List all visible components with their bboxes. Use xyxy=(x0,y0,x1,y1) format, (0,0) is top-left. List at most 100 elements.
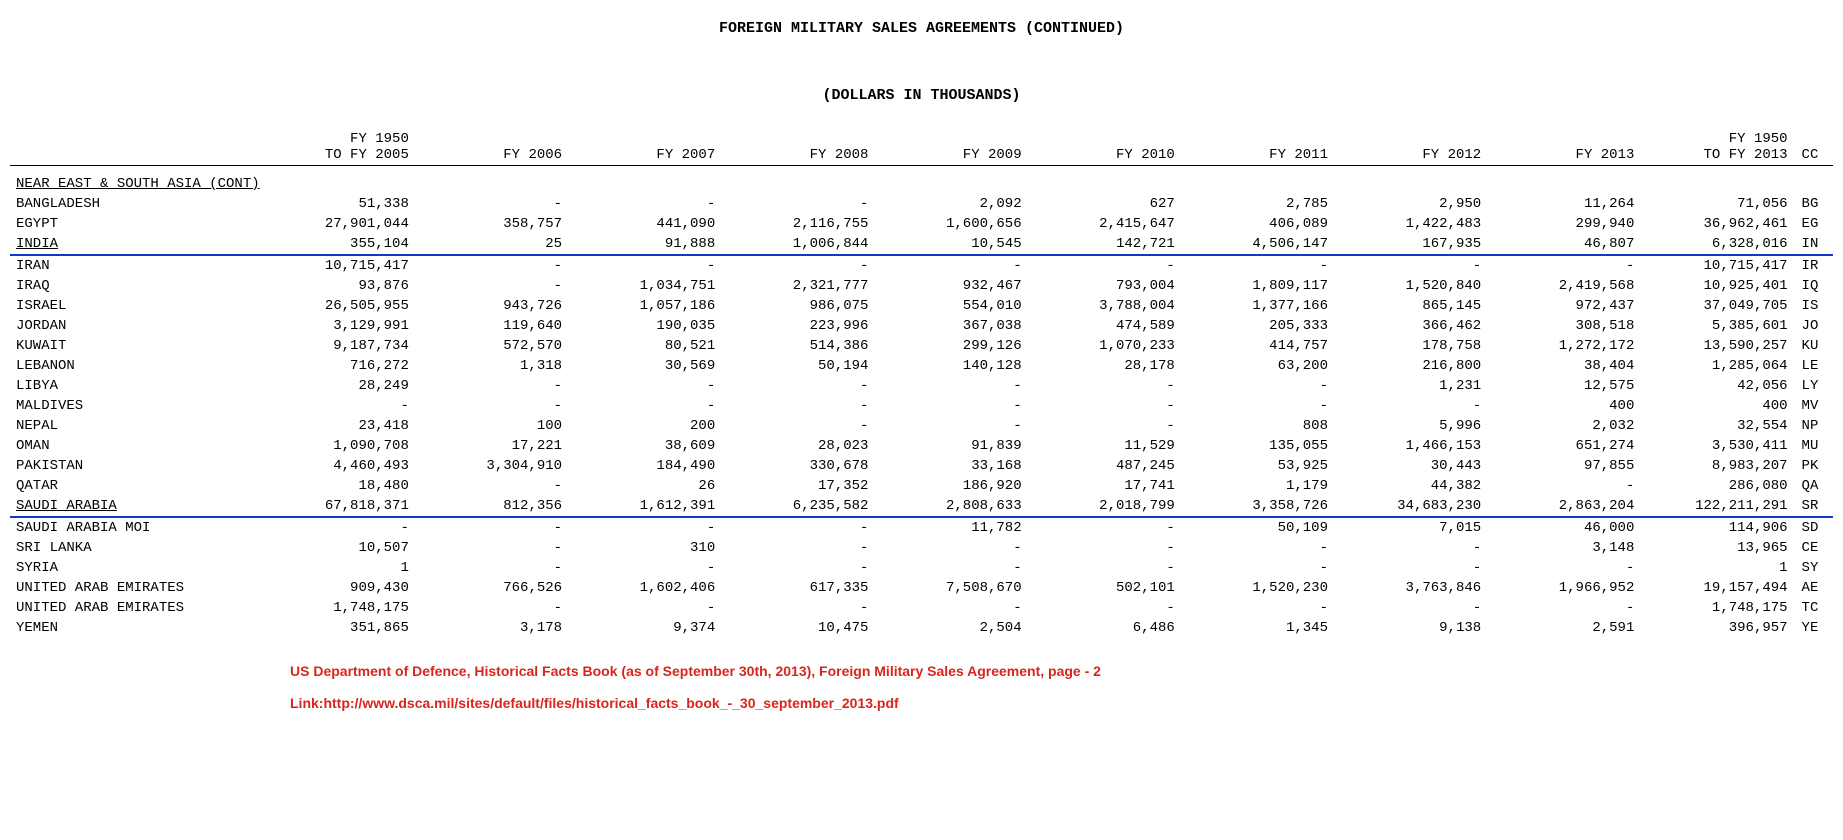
cc-cell: SD xyxy=(1794,517,1833,538)
value-cell: 13,590,257 xyxy=(1640,336,1793,356)
value-cell: 184,490 xyxy=(568,456,721,476)
value-cell: - xyxy=(1028,416,1181,436)
value-cell: 2,415,647 xyxy=(1028,214,1181,234)
value-cell: 53,925 xyxy=(1181,456,1334,476)
value-cell: 514,386 xyxy=(721,336,874,356)
value-cell: - xyxy=(1028,376,1181,396)
value-cell: 80,521 xyxy=(568,336,721,356)
value-cell: - xyxy=(874,396,1027,416)
value-cell: 572,570 xyxy=(415,336,568,356)
value-cell: 51,338 xyxy=(262,194,415,214)
value-cell: 3,358,726 xyxy=(1181,496,1334,517)
country-cell: OMAN xyxy=(10,436,262,456)
value-cell: 4,460,493 xyxy=(262,456,415,476)
value-cell: 114,906 xyxy=(1640,517,1793,538)
value-cell: 3,788,004 xyxy=(1028,296,1181,316)
country-cell: LIBYA xyxy=(10,376,262,396)
value-cell: 178,758 xyxy=(1334,336,1487,356)
cc-cell: EG xyxy=(1794,214,1833,234)
page-title: FOREIGN MILITARY SALES AGREEMENTS (CONTI… xyxy=(10,20,1833,37)
value-cell: 1,377,166 xyxy=(1181,296,1334,316)
value-cell: 396,957 xyxy=(1640,618,1793,638)
value-cell: 13,965 xyxy=(1640,538,1793,558)
value-cell: - xyxy=(1181,376,1334,396)
value-cell: - xyxy=(721,598,874,618)
value-cell: 351,865 xyxy=(262,618,415,638)
country-cell: NEPAL xyxy=(10,416,262,436)
value-cell: 1,809,117 xyxy=(1181,276,1334,296)
value-cell: 1,345 xyxy=(1181,618,1334,638)
value-cell: 308,518 xyxy=(1487,316,1640,336)
col-fy2008: FY 2008 xyxy=(721,129,874,166)
value-cell: 5,996 xyxy=(1334,416,1487,436)
value-cell: 10,715,417 xyxy=(1640,255,1793,276)
value-cell: - xyxy=(415,476,568,496)
value-cell: 6,235,582 xyxy=(721,496,874,517)
value-cell: 1,520,230 xyxy=(1181,578,1334,598)
table-row: BANGLADESH51,338---2,0926272,7852,95011,… xyxy=(10,194,1833,214)
cc-cell: QA xyxy=(1794,476,1833,496)
value-cell: 366,462 xyxy=(1334,316,1487,336)
value-cell: 2,785 xyxy=(1181,194,1334,214)
value-cell: 808 xyxy=(1181,416,1334,436)
value-cell: 1,272,172 xyxy=(1487,336,1640,356)
value-cell: - xyxy=(721,517,874,538)
col-fy2009: FY 2009 xyxy=(874,129,1027,166)
country-cell: IRAN xyxy=(10,255,262,276)
table-row: EGYPT27,901,044358,757441,0902,116,7551,… xyxy=(10,214,1833,234)
value-cell: 367,038 xyxy=(874,316,1027,336)
country-cell: SYRIA xyxy=(10,558,262,578)
value-cell: 71,056 xyxy=(1640,194,1793,214)
value-cell: - xyxy=(1487,558,1640,578)
col-fy1950-2005: FY 1950 TO FY 2005 xyxy=(262,129,415,166)
value-cell: - xyxy=(1334,558,1487,578)
value-cell: - xyxy=(568,396,721,416)
table-row: UNITED ARAB EMIRATES909,430766,5261,602,… xyxy=(10,578,1833,598)
value-cell: 1,612,391 xyxy=(568,496,721,517)
section-heading-row: NEAR EAST & SOUTH ASIA (CONT) xyxy=(10,166,1833,195)
value-cell: - xyxy=(874,598,1027,618)
footer: US Department of Defence, Historical Fac… xyxy=(290,663,1833,711)
value-cell: 943,726 xyxy=(415,296,568,316)
value-cell: 1,748,175 xyxy=(1640,598,1793,618)
country-cell: ISRAEL xyxy=(10,296,262,316)
country-cell: MALDIVES xyxy=(10,396,262,416)
country-cell: EGYPT xyxy=(10,214,262,234)
country-cell: LEBANON xyxy=(10,356,262,376)
country-cell: QATAR xyxy=(10,476,262,496)
value-cell: 17,352 xyxy=(721,476,874,496)
col-cc: CC xyxy=(1794,129,1833,166)
cc-cell: MV xyxy=(1794,396,1833,416)
value-cell: 34,683,230 xyxy=(1334,496,1487,517)
value-cell: 32,554 xyxy=(1640,416,1793,436)
value-cell: 651,274 xyxy=(1487,436,1640,456)
col-fy2013: FY 2013 xyxy=(1487,129,1640,166)
value-cell: - xyxy=(1028,396,1181,416)
country-cell: SRI LANKA xyxy=(10,538,262,558)
value-cell: 12,575 xyxy=(1487,376,1640,396)
table-row: ISRAEL26,505,955943,7261,057,186986,0755… xyxy=(10,296,1833,316)
value-cell: 28,023 xyxy=(721,436,874,456)
value-cell: 28,249 xyxy=(262,376,415,396)
value-cell: - xyxy=(1181,558,1334,578)
value-cell: - xyxy=(1028,255,1181,276)
value-cell: - xyxy=(1181,396,1334,416)
value-cell: 1,057,186 xyxy=(568,296,721,316)
value-cell: - xyxy=(1181,598,1334,618)
page-subtitle: (DOLLARS IN THOUSANDS) xyxy=(10,87,1833,104)
value-cell: 10,507 xyxy=(262,538,415,558)
cc-cell: PK xyxy=(1794,456,1833,476)
country-cell: UNITED ARAB EMIRATES xyxy=(10,578,262,598)
value-cell: 38,404 xyxy=(1487,356,1640,376)
value-cell: 205,333 xyxy=(1181,316,1334,336)
cc-cell: BG xyxy=(1794,194,1833,214)
value-cell: 28,178 xyxy=(1028,356,1181,376)
table-row: PAKISTAN4,460,4933,304,910184,490330,678… xyxy=(10,456,1833,476)
table-row: IRAN10,715,417--------10,715,417IR xyxy=(10,255,1833,276)
value-cell: - xyxy=(262,396,415,416)
value-cell: 502,101 xyxy=(1028,578,1181,598)
cc-cell: IR xyxy=(1794,255,1833,276)
col-fy2011: FY 2011 xyxy=(1181,129,1334,166)
value-cell: 44,382 xyxy=(1334,476,1487,496)
col-fy2012: FY 2012 xyxy=(1334,129,1487,166)
